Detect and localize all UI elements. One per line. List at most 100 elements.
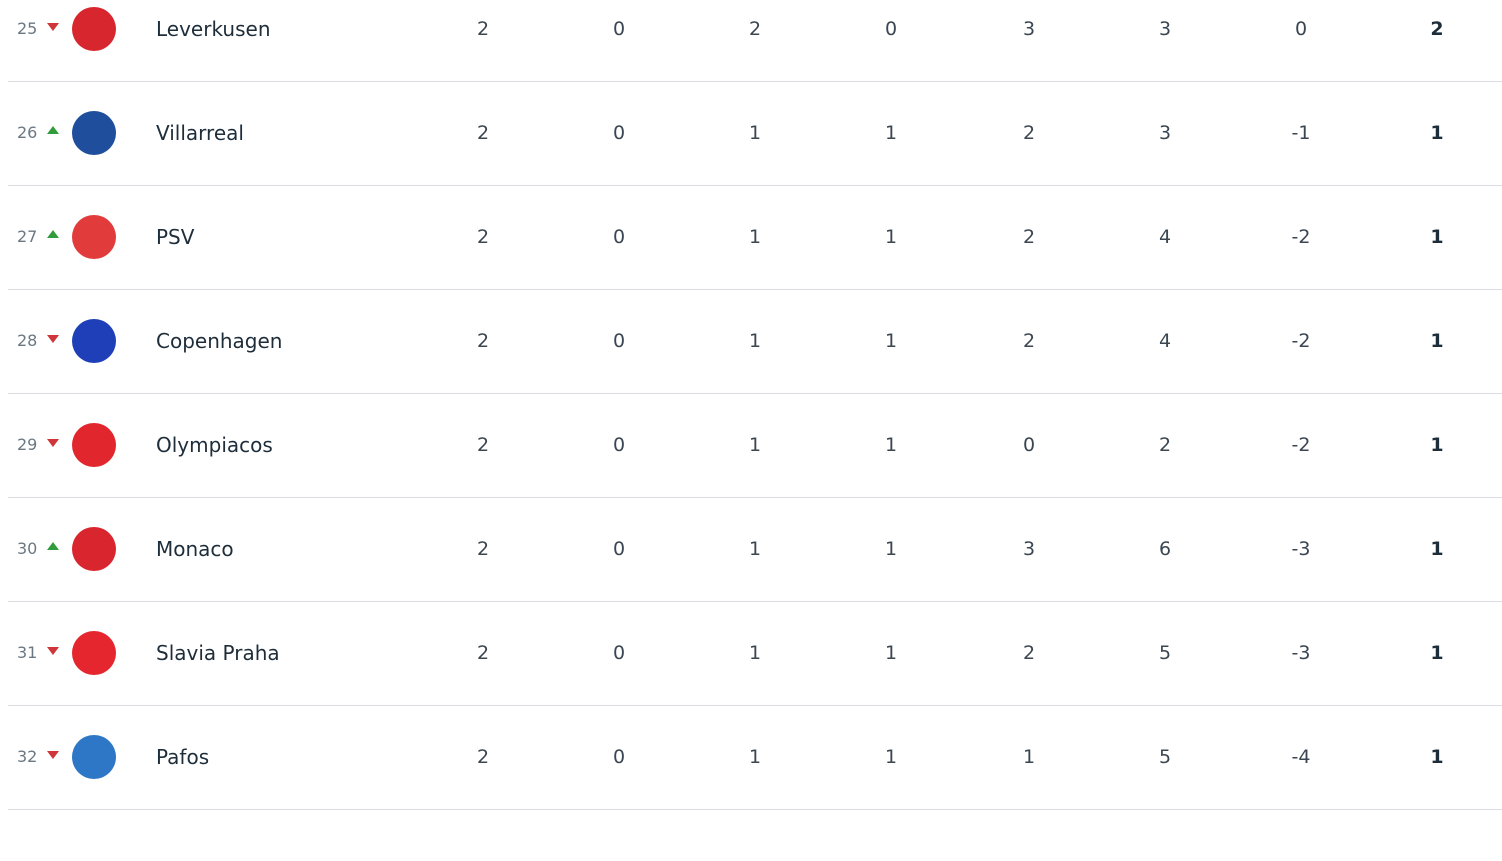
rank: 32 bbox=[17, 747, 38, 766]
stat-cell: 2 bbox=[476, 642, 490, 664]
stat-cell: 3 bbox=[1022, 18, 1036, 40]
pafos-crest-icon bbox=[72, 735, 116, 779]
points-cell: 1 bbox=[1430, 122, 1444, 144]
stat-cell: 1 bbox=[884, 330, 898, 352]
stat-cell: 1 bbox=[884, 642, 898, 664]
stat-cell: 0 bbox=[1294, 18, 1308, 40]
monaco-crest-icon bbox=[72, 527, 116, 571]
stat-cell: 2 bbox=[1022, 226, 1036, 248]
stat-cell: -4 bbox=[1291, 746, 1311, 768]
stat-cell: 1 bbox=[748, 122, 762, 144]
stat-cell: 3 bbox=[1158, 18, 1172, 40]
trend-up-icon bbox=[47, 542, 59, 550]
rank: 27 bbox=[17, 227, 38, 246]
table-row[interactable]: 29 Olympiacos 2 0 1 1 0 2 -2 1 bbox=[0, 423, 1502, 549]
stat-cell: 4 bbox=[1158, 226, 1172, 248]
row-divider bbox=[8, 185, 1502, 186]
team-name[interactable]: Slavia Praha bbox=[156, 641, 280, 665]
psv-crest-icon bbox=[72, 215, 116, 259]
stat-cell: 0 bbox=[612, 538, 626, 560]
table-row[interactable]: 31 Slavia Praha 2 0 1 1 2 5 -3 1 bbox=[0, 631, 1502, 757]
table-row[interactable]: 27 PSV 2 0 1 1 2 4 -2 1 bbox=[0, 215, 1502, 341]
stat-cell: 1 bbox=[884, 122, 898, 144]
table-row[interactable]: 25 Leverkusen 2 0 2 0 3 3 0 2 bbox=[0, 7, 1502, 133]
rank: 26 bbox=[17, 123, 38, 142]
stat-cell: 1 bbox=[748, 642, 762, 664]
rank: 25 bbox=[17, 19, 38, 38]
points-cell: 2 bbox=[1430, 18, 1444, 40]
villarreal-crest-icon bbox=[72, 111, 116, 155]
stat-cell: 2 bbox=[476, 122, 490, 144]
rank: 30 bbox=[17, 539, 38, 558]
stat-cell: 0 bbox=[612, 226, 626, 248]
row-divider bbox=[8, 601, 1502, 602]
trend-down-icon bbox=[47, 439, 59, 447]
stat-cell: 1 bbox=[884, 538, 898, 560]
team-name[interactable]: Monaco bbox=[156, 537, 234, 561]
stat-cell: 1 bbox=[748, 330, 762, 352]
stat-cell: -2 bbox=[1291, 434, 1311, 456]
points-cell: 1 bbox=[1430, 746, 1444, 768]
row-divider bbox=[8, 289, 1502, 290]
stat-cell: 5 bbox=[1158, 746, 1172, 768]
points-cell: 1 bbox=[1430, 642, 1444, 664]
trend-up-icon bbox=[47, 126, 59, 134]
trend-down-icon bbox=[47, 647, 59, 655]
stat-cell: 0 bbox=[612, 434, 626, 456]
stat-cell: 3 bbox=[1022, 538, 1036, 560]
slavia-praha-crest-icon bbox=[72, 631, 116, 675]
rank: 29 bbox=[17, 435, 38, 454]
team-name[interactable]: Villarreal bbox=[156, 121, 244, 145]
stat-cell: 0 bbox=[612, 18, 626, 40]
stat-cell: 0 bbox=[612, 746, 626, 768]
stat-cell: 1 bbox=[1022, 746, 1036, 768]
stat-cell: -3 bbox=[1291, 538, 1311, 560]
stat-cell: -2 bbox=[1291, 226, 1311, 248]
row-divider bbox=[8, 393, 1502, 394]
stat-cell: -2 bbox=[1291, 330, 1311, 352]
stat-cell: 1 bbox=[884, 434, 898, 456]
stat-cell: 0 bbox=[884, 18, 898, 40]
stat-cell: 3 bbox=[1158, 122, 1172, 144]
trend-up-icon bbox=[47, 230, 59, 238]
row-divider bbox=[8, 497, 1502, 498]
stat-cell: 4 bbox=[1158, 330, 1172, 352]
team-name[interactable]: Copenhagen bbox=[156, 329, 283, 353]
stat-cell: 1 bbox=[884, 746, 898, 768]
stat-cell: 2 bbox=[1022, 122, 1036, 144]
stat-cell: 5 bbox=[1158, 642, 1172, 664]
stat-cell: -1 bbox=[1291, 122, 1311, 144]
stat-cell: 1 bbox=[884, 226, 898, 248]
points-cell: 1 bbox=[1430, 226, 1444, 248]
row-divider bbox=[8, 809, 1502, 810]
stat-cell: 0 bbox=[612, 330, 626, 352]
points-cell: 1 bbox=[1430, 434, 1444, 456]
team-name[interactable]: Pafos bbox=[156, 745, 210, 769]
stat-cell: 0 bbox=[612, 642, 626, 664]
stat-cell: 6 bbox=[1158, 538, 1172, 560]
stat-cell: 2 bbox=[1158, 434, 1172, 456]
row-divider bbox=[8, 705, 1502, 706]
table-row[interactable]: 28 Copenhagen 2 0 1 1 2 4 -2 1 bbox=[0, 319, 1502, 445]
stat-cell: 1 bbox=[748, 434, 762, 456]
stat-cell: 1 bbox=[748, 746, 762, 768]
stat-cell: 2 bbox=[476, 434, 490, 456]
stat-cell: 2 bbox=[748, 18, 762, 40]
rank: 31 bbox=[17, 643, 38, 662]
team-name[interactable]: PSV bbox=[156, 225, 195, 249]
table-row[interactable]: 26 Villarreal 2 0 1 1 2 3 -1 1 bbox=[0, 111, 1502, 237]
stat-cell: 0 bbox=[1022, 434, 1036, 456]
row-divider bbox=[8, 81, 1502, 82]
trend-down-icon bbox=[47, 751, 59, 759]
olympiacos-crest-icon bbox=[72, 423, 116, 467]
team-name[interactable]: Olympiacos bbox=[156, 433, 273, 457]
stat-cell: 2 bbox=[476, 18, 490, 40]
stat-cell: 1 bbox=[748, 226, 762, 248]
stat-cell: 1 bbox=[748, 538, 762, 560]
table-row[interactable]: 32 Pafos 2 0 1 1 1 5 -4 1 bbox=[0, 735, 1502, 861]
table-row[interactable]: 30 Monaco 2 0 1 1 3 6 -3 1 bbox=[0, 527, 1502, 653]
stat-cell: 2 bbox=[476, 226, 490, 248]
stat-cell: 2 bbox=[1022, 330, 1036, 352]
leverkusen-crest-icon bbox=[72, 7, 116, 51]
team-name[interactable]: Leverkusen bbox=[156, 17, 271, 41]
